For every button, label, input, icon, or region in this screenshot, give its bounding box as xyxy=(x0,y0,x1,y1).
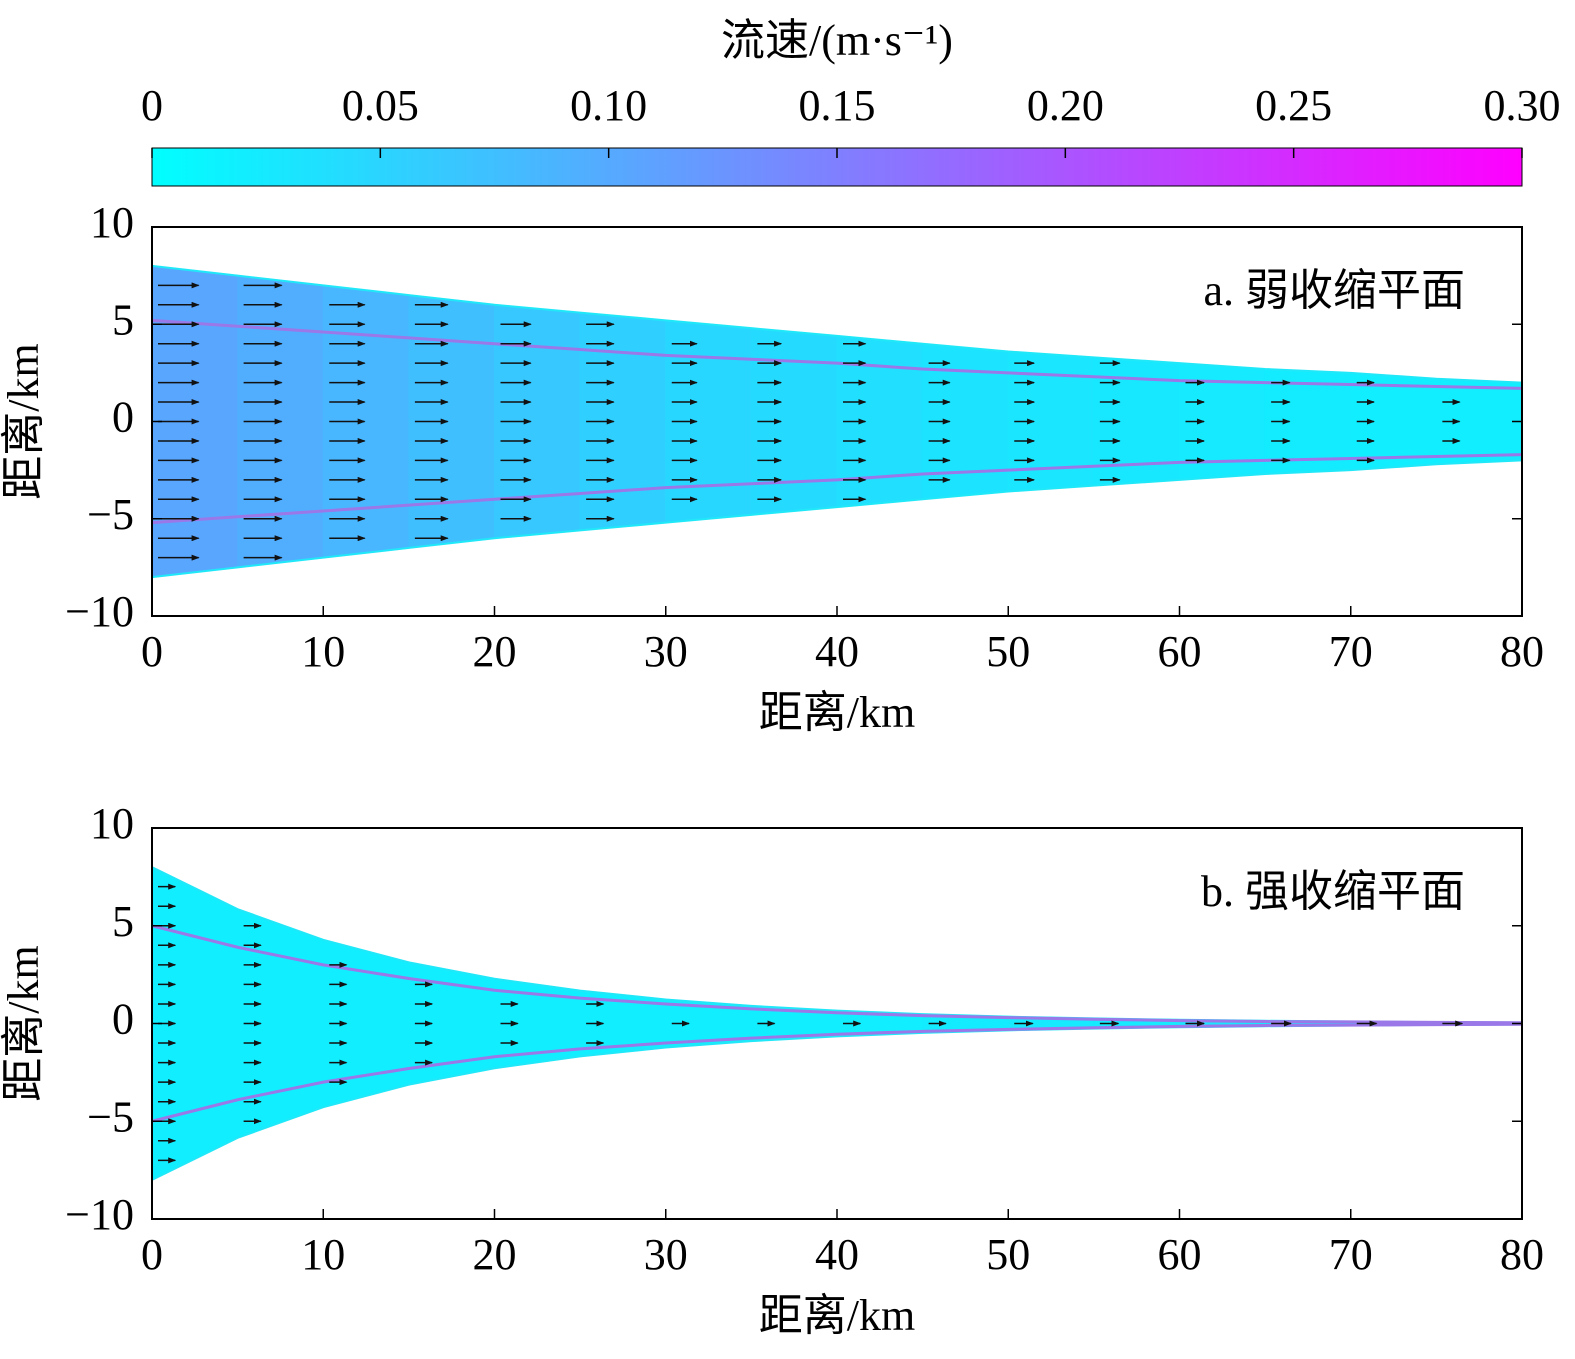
x-tick-label: 80 xyxy=(1500,627,1544,676)
colorbar-tick-label: 0.15 xyxy=(799,81,876,130)
y-axis-label: 距离/km xyxy=(0,343,48,499)
x-tick-label: 60 xyxy=(1158,1230,1202,1279)
colorbar-title: 流速/(m·s⁻¹) xyxy=(721,16,953,65)
x-tick-label: 20 xyxy=(473,1230,517,1279)
x-tick-label: 40 xyxy=(815,1230,859,1279)
colorbar-tick-label: 0.30 xyxy=(1484,81,1561,130)
channel-edge xyxy=(151,459,1523,579)
x-tick-label: 0 xyxy=(141,627,163,676)
x-tick-label: 80 xyxy=(1500,1230,1544,1279)
x-tick-label: 50 xyxy=(986,627,1030,676)
x-tick-label: 50 xyxy=(986,1230,1030,1279)
y-tick-label: −5 xyxy=(87,1092,134,1141)
y-tick-label: 5 xyxy=(112,295,134,344)
y-tick-label: −10 xyxy=(65,587,134,636)
y-tick-label: −10 xyxy=(65,1190,134,1239)
colorbar-tick-label: 0 xyxy=(141,81,163,130)
colorbar-tick-label: 0.20 xyxy=(1027,81,1104,130)
panel: 0 10 20 30 40 50 60 70 80 −10 −5 0 5 10 距离/km 距离/km b. 强… xyxy=(0,799,1544,1340)
y-tick-label: 5 xyxy=(112,897,134,946)
y-tick-label: 10 xyxy=(90,198,134,247)
x-tick-label: 40 xyxy=(815,627,859,676)
x-axis-label: 距离/km xyxy=(759,1291,915,1340)
x-tick-label: 0 xyxy=(141,1230,163,1279)
x-tick-label: 30 xyxy=(644,627,688,676)
x-tick-label: 30 xyxy=(644,1230,688,1279)
x-tick-label: 70 xyxy=(1329,1230,1373,1279)
inner-line xyxy=(151,1022,1523,1123)
y-tick-label: 0 xyxy=(112,995,134,1044)
colorbar-tick-label: 0.05 xyxy=(342,81,419,130)
channel-edge xyxy=(151,264,1523,384)
annotation: a. 弱收缩平面 xyxy=(1203,266,1465,315)
inner-line xyxy=(151,318,1523,390)
y-tick-label: −5 xyxy=(87,490,134,539)
x-tick-label: 20 xyxy=(473,627,517,676)
y-tick-label: 0 xyxy=(112,393,134,442)
y-axis-label: 距离/km xyxy=(0,945,48,1101)
colorbar-tick-label: 0.10 xyxy=(570,81,647,130)
inner-line xyxy=(151,924,1523,1025)
annotation: b. 强收缩平面 xyxy=(1201,867,1465,916)
x-tick-label: 70 xyxy=(1329,627,1373,676)
x-tick-label: 60 xyxy=(1158,627,1202,676)
x-tick-label: 10 xyxy=(301,1230,345,1279)
x-tick-label: 10 xyxy=(301,627,345,676)
colorbar-tick-label: 0.25 xyxy=(1255,81,1332,130)
x-axis-label: 距离/km xyxy=(759,688,915,737)
inner-line xyxy=(151,453,1523,525)
panel: 0 10 20 30 40 50 60 70 80 −10 −5 0 5 10 距离/km 距离/km a. 弱… xyxy=(0,198,1544,737)
y-tick-label: 10 xyxy=(90,799,134,848)
